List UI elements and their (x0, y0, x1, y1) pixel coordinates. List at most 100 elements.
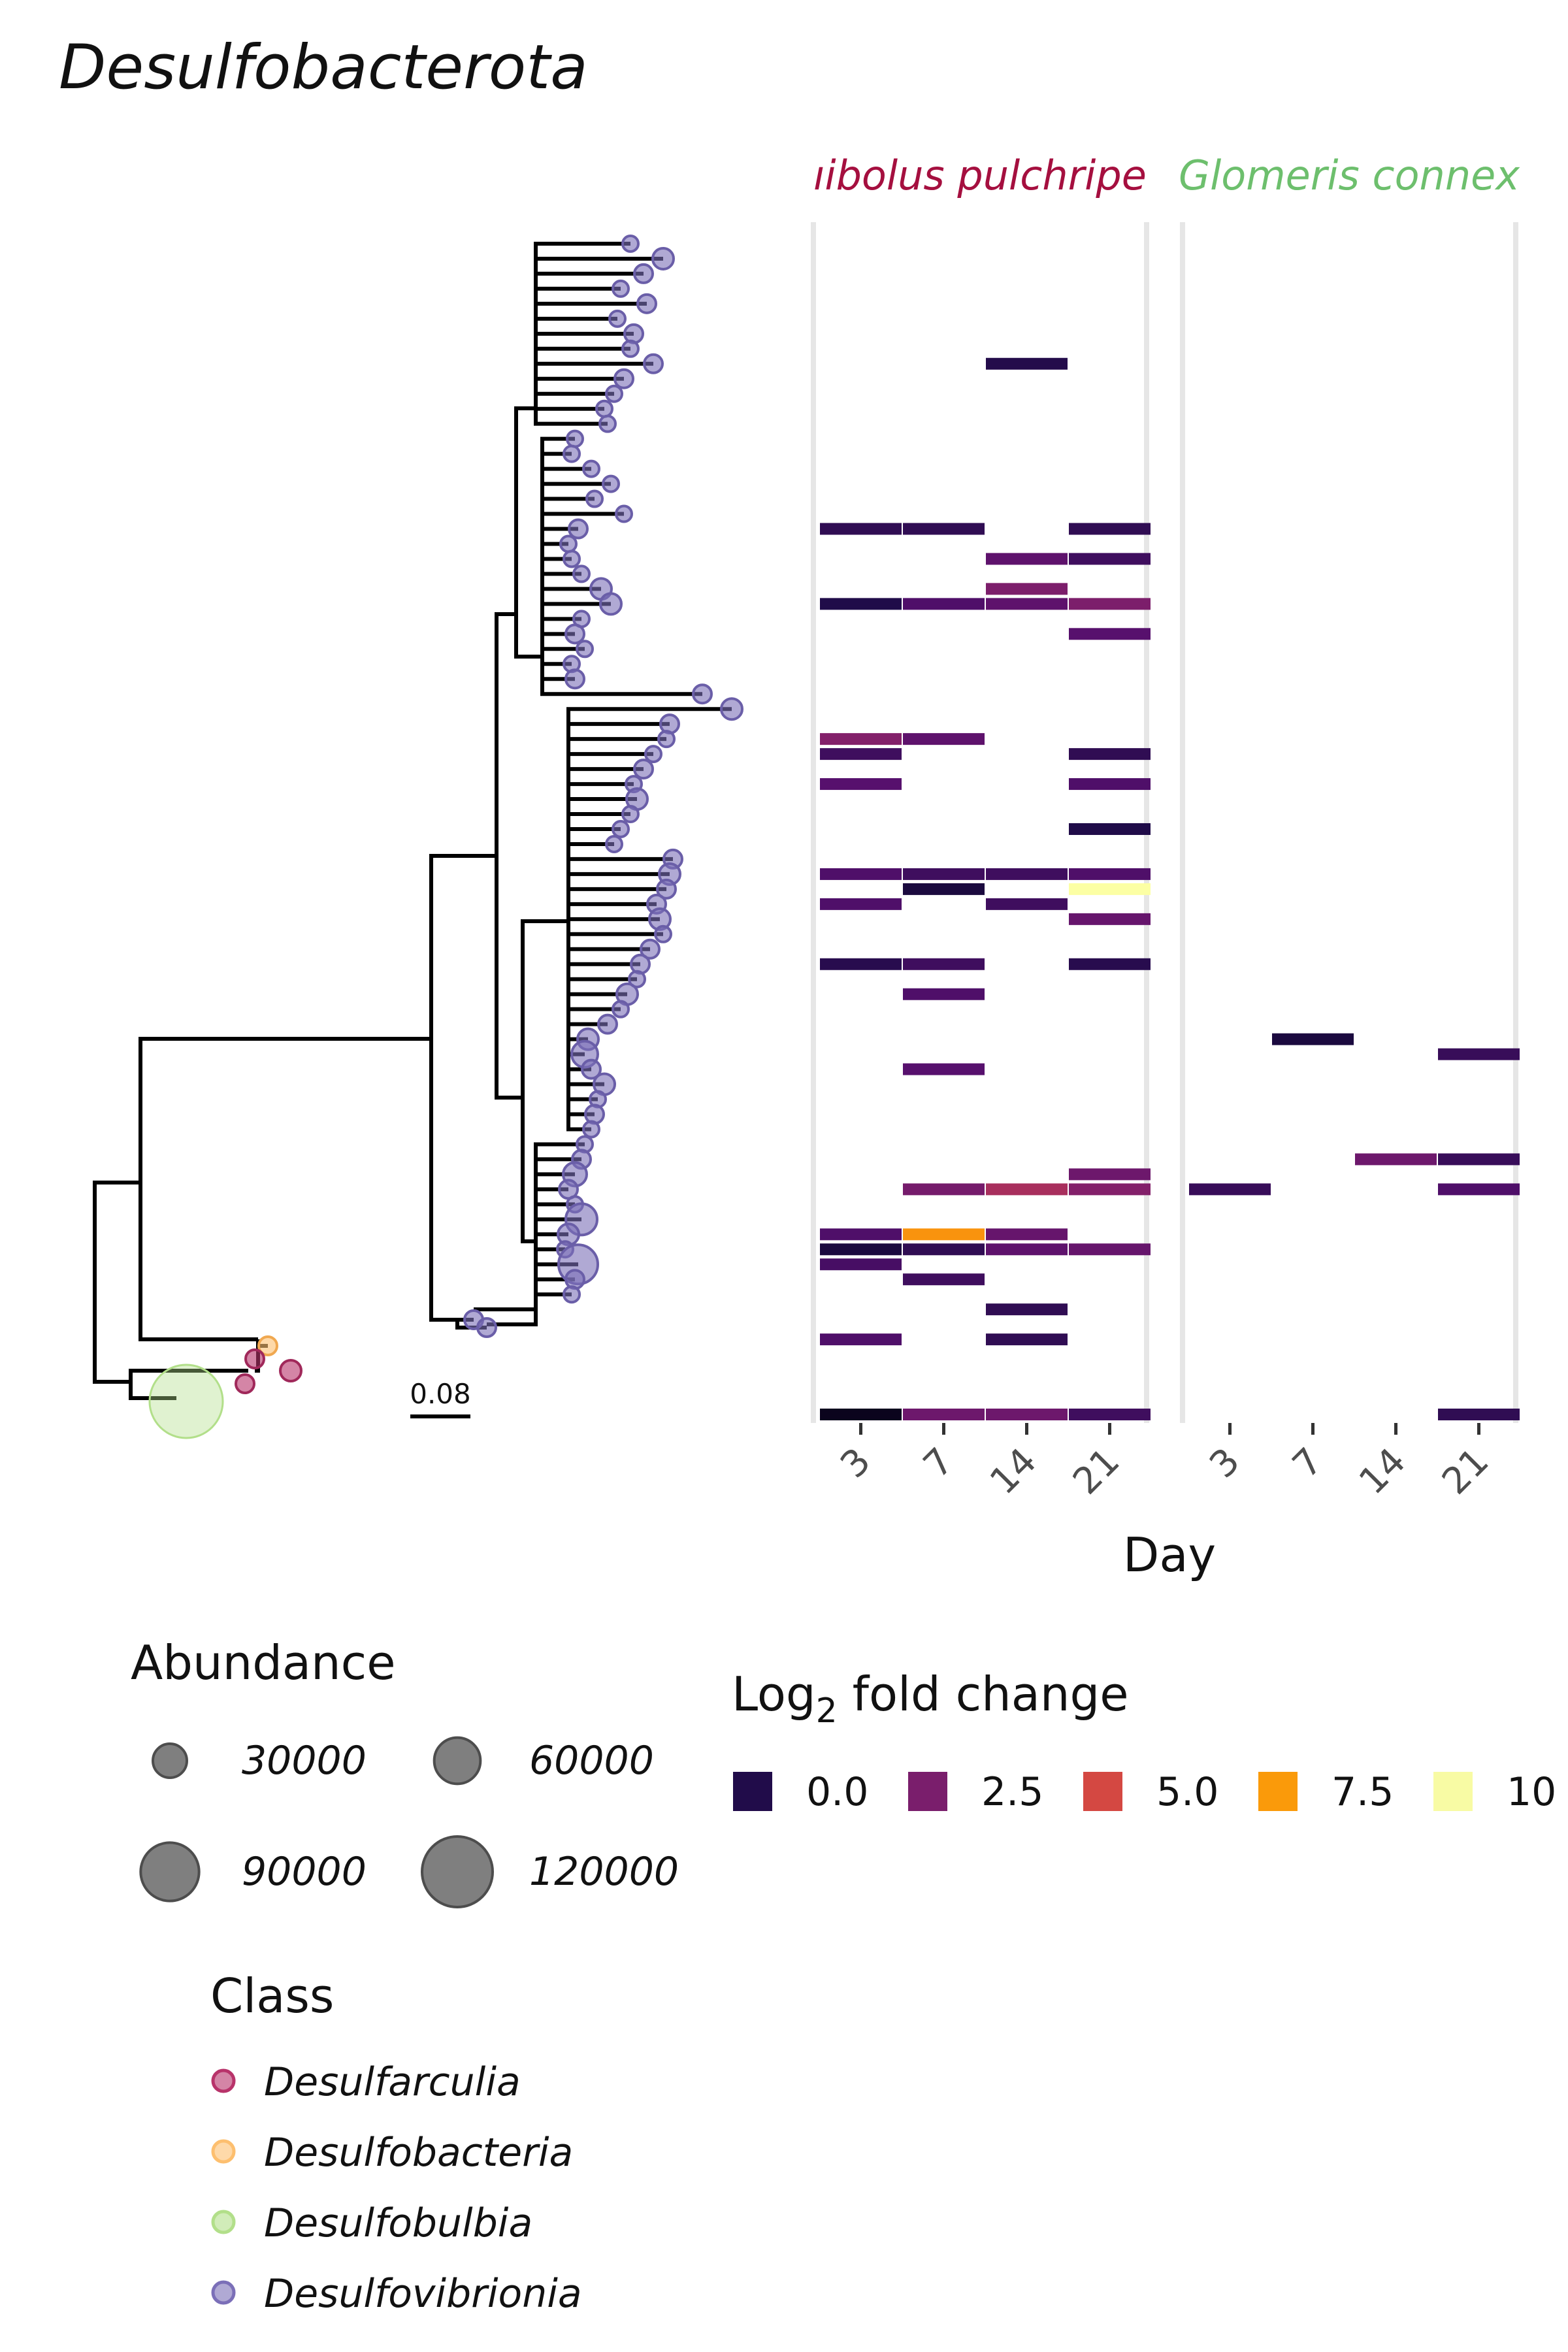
heatmap-cell (986, 583, 1068, 595)
tree-branch (566, 782, 634, 921)
abundance-key-label: 120000 (529, 1849, 679, 1895)
x-tick-label: 7 (1284, 1440, 1331, 1486)
class-key-point (211, 2068, 236, 2093)
tip-point-desulfovibrionia (621, 805, 640, 824)
heatmap-cell (903, 1409, 985, 1420)
x-axis-title: Day (1123, 1527, 1216, 1582)
tip-point-desulfovibrionia (621, 339, 640, 358)
tip-point-desulfovibrionia (566, 429, 584, 448)
heatmap-cell (903, 883, 985, 895)
tip-point-desulfovibrionia (659, 713, 680, 735)
scale-bar-label: 0.08 (410, 1378, 471, 1410)
heatmap-cell (986, 898, 1068, 910)
heatmap-cell (1438, 1409, 1520, 1420)
class-key-label: Desulfovibrionia (264, 2271, 582, 2317)
heatmap-cell (820, 1258, 902, 1271)
tip-point-desulfovibrionia (605, 834, 623, 853)
heatmap-cell (1438, 1153, 1520, 1166)
chart-title: Desulfobacterota (59, 32, 588, 103)
legend-class: Class Desulfarculia Desulfobacteria Desulf… (210, 1968, 582, 2317)
tip-point-desulfovibrionia (615, 504, 633, 523)
abundance-key-circle (152, 1742, 188, 1779)
tip-point-desulfovibrionia (563, 1285, 581, 1304)
heatmap-cell (986, 1183, 1068, 1196)
heatmap-cell (1069, 883, 1151, 895)
tip-point-desulfovibrionia (612, 279, 630, 298)
heatmap-cell (1069, 868, 1151, 880)
tree-branch (566, 921, 627, 996)
tip-point-desulfovibrionia (644, 745, 662, 764)
tip-point-desulfovibrionia (597, 1013, 618, 1035)
tip-point-desulfovibrionia (612, 819, 630, 838)
tip-point-desulfovibrionia (608, 309, 627, 328)
tip-point-desulfovibrionia (598, 414, 617, 433)
tree-branch (514, 406, 536, 614)
fold-key-label: 0.0 (806, 1769, 868, 1815)
heatmap-cell (903, 988, 985, 1000)
heatmap-cell (1438, 1048, 1520, 1060)
tree-branch (474, 1241, 538, 1312)
tree-branch (534, 391, 614, 408)
heatmap-cell (1069, 958, 1151, 970)
scale-bar: 0.08 (410, 1378, 471, 1418)
heatmap-cell (986, 1409, 1068, 1420)
tip-point-desulfovibrionia (568, 518, 589, 540)
fold-key-label: 5.0 (1156, 1769, 1218, 1815)
tree-branch (495, 612, 516, 856)
heatmap-cell (820, 1333, 902, 1346)
facet-strip-label: ıibolus pulchripe (813, 152, 1147, 199)
tip-point-desulfovibrionia (636, 293, 657, 314)
tree-branch (429, 1039, 457, 1322)
tip-point-desulfovibrionia (563, 444, 581, 463)
heatmap-cell (1069, 778, 1151, 791)
legend-fold-title: Log2 fold change (732, 1667, 1129, 1731)
tip-point-desulfovibrionia (595, 399, 613, 418)
heatmap-cell (903, 958, 985, 970)
tree-tip-points (148, 234, 743, 1439)
tip-point-desulfovibrionia (621, 234, 640, 253)
heatmap-cell (1355, 1153, 1437, 1166)
heatmap-cell (1438, 1183, 1520, 1196)
x-tick-label: 21 (1434, 1440, 1497, 1503)
abundance-key-circle (421, 1835, 494, 1908)
tip-point-desulfobulbia (148, 1364, 224, 1439)
tip-point-desulfovibrionia (585, 489, 604, 508)
tip-point-desulfovibrionia (651, 246, 675, 270)
tree-branch (429, 854, 497, 1039)
tip-point-desulfarculia (235, 1373, 255, 1394)
class-key-label: Desulfobacteria (264, 2130, 573, 2176)
tip-point-desulfarculia (244, 1348, 265, 1369)
abundance-key-circle (433, 1736, 482, 1786)
heatmap-cell (820, 598, 902, 610)
heatmap-cell (986, 1333, 1068, 1346)
tree-branch (540, 647, 585, 657)
tree-branch (540, 657, 702, 696)
facet-strip-label: Glomeris connex (1179, 152, 1520, 199)
tree-branch (139, 1183, 258, 1341)
tip-point-desulfovibrionia (563, 549, 581, 568)
heatmap-cell (1069, 523, 1151, 535)
class-key-label: Desulfarculia (264, 2059, 521, 2105)
tip-point-desulfovibrionia (559, 534, 578, 553)
tree-branch (514, 614, 542, 659)
heatmap-cell (820, 1409, 902, 1420)
heatmap-cell (1069, 598, 1151, 610)
heatmap-cell (820, 868, 902, 880)
tree-branch (129, 1369, 248, 1382)
fold-key-label: 2.5 (981, 1769, 1043, 1815)
tree-branch (129, 1382, 176, 1400)
heatmap-cell (1069, 913, 1151, 925)
tip-point-desulfovibrionia (582, 1120, 600, 1139)
tree-branch (495, 856, 523, 1100)
tip-point-desulfovibrionia (564, 1269, 585, 1290)
heatmap-cell (903, 733, 985, 745)
tree-branch (487, 1241, 538, 1327)
tip-point-desulfarculia (279, 1359, 302, 1382)
x-tick-label: 14 (982, 1440, 1045, 1503)
legend-abundance-title: Abundance (131, 1635, 396, 1690)
phylogenetic-tree (93, 241, 732, 1400)
tip-point-desulfovibrionia (605, 384, 623, 403)
abundance-key-label: 30000 (242, 1738, 367, 1784)
legend-fold-change: Log2 fold change 0.0 2.5 5.0 7.5 10 (732, 1667, 1556, 1815)
abundance-key-label: 60000 (529, 1738, 654, 1784)
